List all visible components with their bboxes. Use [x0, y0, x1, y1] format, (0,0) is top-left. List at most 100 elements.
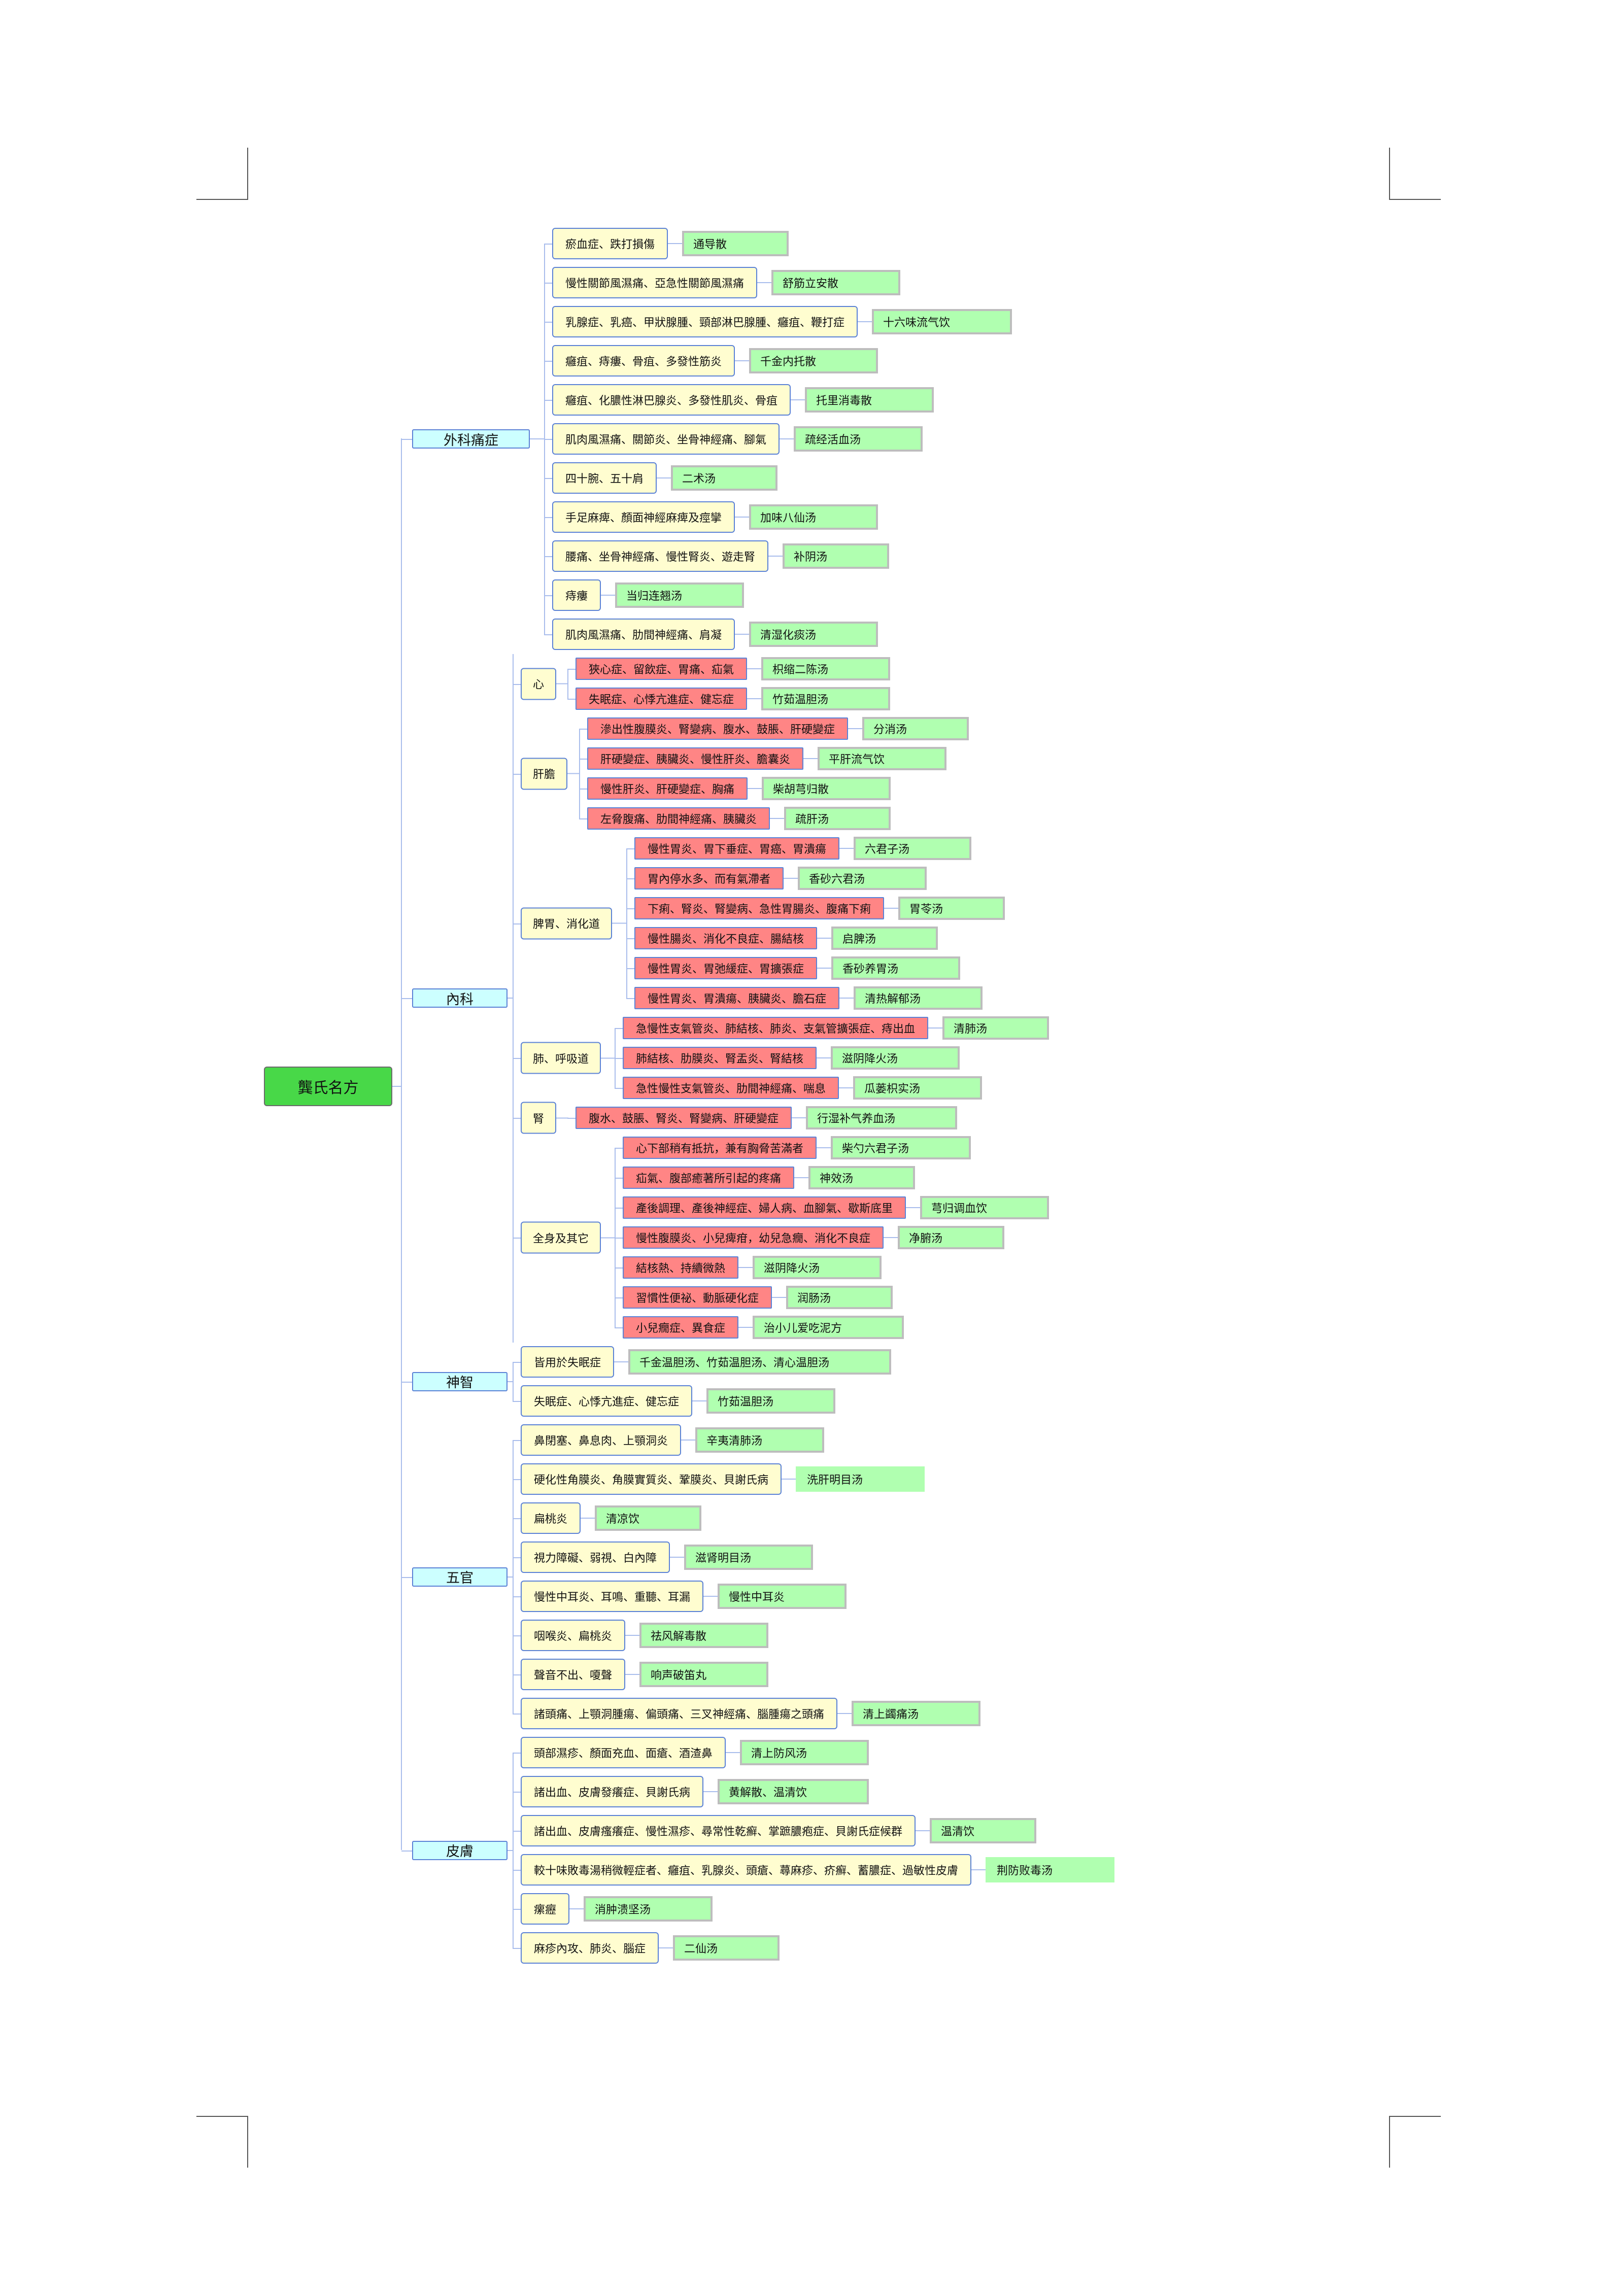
formula-node[interactable]: 清上蠲痛汤 [852, 1701, 981, 1726]
condition-node[interactable]: 產後調理、產後神經症、婦人病、血腳氣、歇斯底里 [623, 1196, 906, 1219]
formula-node[interactable]: 竹茹温胆汤 [706, 1388, 836, 1414]
condition-node[interactable]: 失眠症、心悸亢進症、健忘症 [521, 1385, 693, 1417]
formula-node[interactable]: 平肝流气饮 [818, 747, 947, 770]
formula-node[interactable]: 响声破笛丸 [639, 1662, 769, 1687]
subcategory-node[interactable]: 心 [521, 668, 557, 700]
condition-node[interactable]: 麻疹內攻、肺炎、腦症 [521, 1932, 659, 1964]
formula-node[interactable]: 十六味流气饮 [872, 309, 1012, 334]
condition-node[interactable]: 習慣性便祕、動脈硬化症 [623, 1286, 772, 1309]
formula-node[interactable]: 通导散 [682, 231, 789, 256]
condition-node[interactable]: 慢性胃炎、胃弛緩症、胃擴張症 [634, 957, 818, 979]
formula-node[interactable]: 清肺汤 [942, 1016, 1050, 1040]
formula-node[interactable]: 疏肝汤 [784, 807, 891, 830]
formula-node[interactable]: 清湿化痰汤 [749, 622, 878, 647]
condition-node[interactable]: 急性慢性支氣管炎、肋間神經痛、喘息 [623, 1077, 839, 1099]
condition-node[interactable]: 諸出血、皮膚瘙癢症、慢性濕疹、尋常性乾癬、掌蹠膿疱症、貝謝氏症候群 [521, 1815, 916, 1846]
root-topic[interactable]: 龔氏名方 [264, 1067, 392, 1106]
category-node[interactable]: 內科 [412, 988, 507, 1008]
formula-node[interactable]: 慢性中耳炎 [718, 1584, 847, 1609]
formula-node[interactable]: 滋阴降火汤 [753, 1256, 882, 1279]
formula-node[interactable]: 行湿补气养血汤 [806, 1106, 958, 1129]
formula-node[interactable]: 六君子汤 [854, 837, 972, 860]
formula-node[interactable]: 补阴汤 [783, 543, 890, 569]
formula-node[interactable]: 疏经活血汤 [794, 426, 923, 452]
formula-node[interactable]: 柴胡芎归散 [762, 777, 891, 800]
condition-node[interactable]: 痔瘻 [552, 579, 601, 611]
formula-node[interactable]: 滋阴降火汤 [831, 1046, 960, 1070]
condition-node[interactable]: 慢性腹膜炎、小兒痺疳，幼兒急癇、消化不良症 [623, 1226, 884, 1249]
formula-node[interactable]: 净腑汤 [898, 1226, 1005, 1249]
condition-node[interactable]: 諸出血、皮膚發癢症、貝謝氏病 [521, 1776, 704, 1807]
condition-node[interactable]: 腹水、鼓脹、腎炎、腎變病、肝硬變症 [576, 1107, 792, 1129]
condition-node[interactable]: 肌肉風濕痛、關節炎、坐骨神經痛、腳氣 [552, 423, 780, 455]
condition-node[interactable]: 慢性胃炎、胃潰瘍、胰臟炎、膽石症 [634, 987, 840, 1009]
condition-node[interactable]: 較十味敗毒湯稍微輕症者、癰疽、乳腺炎、頭瘡、蕁麻疹、疥癬、蓄膿症、過敏性皮膚 [521, 1854, 972, 1886]
condition-node[interactable]: 乳腺症、乳癌、甲狀腺腫、頸部淋巴腺腫、癰疽、鞭打症 [552, 306, 858, 337]
condition-node[interactable]: 小兒癇症、異食症 [623, 1316, 739, 1339]
condition-node[interactable]: 手足麻痺、顏面神經麻痺及痙攣 [552, 501, 735, 533]
formula-node[interactable]: 芎归调血饮 [920, 1196, 1050, 1219]
formula-node[interactable]: 当归连翘汤 [615, 582, 745, 608]
formula-node[interactable]: 舒筋立安散 [771, 270, 901, 295]
formula-node[interactable]: 荆防败毒汤 [986, 1857, 1115, 1882]
formula-node[interactable]: 枳缩二陈汤 [761, 657, 891, 680]
formula-node[interactable]: 温清饮 [930, 1818, 1037, 1843]
condition-node[interactable]: 慢性中耳炎、耳鳴、重聽、耳漏 [521, 1581, 704, 1612]
subcategory-node[interactable]: 全身及其它 [521, 1221, 601, 1254]
formula-node[interactable]: 托里消毒散 [805, 387, 934, 413]
condition-node[interactable]: 慢性胃炎、胃下垂症、胃癌、胃潰瘍 [634, 837, 840, 860]
condition-node[interactable]: 急慢性支氣管炎、肺結核、肺炎、支氣管擴張症、痔出血 [623, 1017, 929, 1039]
formula-node[interactable]: 辛夷清肺汤 [695, 1427, 825, 1453]
category-node[interactable]: 神智 [412, 1372, 507, 1391]
condition-node[interactable]: 左脅腹痛、肋間神經痛、胰臟炎 [587, 807, 770, 830]
condition-node[interactable]: 鼻閉塞、鼻息肉、上顎洞炎 [521, 1424, 682, 1456]
formula-node[interactable]: 黄解散、温清饮 [718, 1779, 869, 1804]
formula-node[interactable]: 千金内托散 [749, 348, 878, 373]
formula-node[interactable]: 洗肝明目汤 [796, 1466, 925, 1492]
condition-node[interactable]: 肌肉風濕痛、肋間神經痛、肩凝 [552, 619, 735, 650]
formula-node[interactable]: 千金温胆汤、竹茹温胆汤、清心温胆汤 [628, 1349, 892, 1375]
condition-node[interactable]: 肺結核、肋膜炎、腎盂炎、腎結核 [623, 1047, 817, 1069]
subcategory-node[interactable]: 肝膽 [521, 758, 568, 790]
condition-node[interactable]: 胃內停水多、而有氣滯者 [634, 867, 784, 889]
condition-node[interactable]: 諸頭痛、上顎洞腫瘍、偏頭痛、三叉神經痛、腦腫瘍之頭痛 [521, 1698, 838, 1729]
condition-node[interactable]: 硬化性角膜炎、角膜實質炎、鞏膜炎、貝謝氏病 [521, 1463, 782, 1495]
formula-node[interactable]: 胃苓汤 [898, 897, 1005, 920]
subcategory-node[interactable]: 脾胃、消化道 [521, 907, 613, 939]
condition-node[interactable]: 癰疽、痔瘻、骨疽、多發性筋炎 [552, 345, 735, 376]
formula-node[interactable]: 清上防风汤 [740, 1740, 869, 1765]
formula-node[interactable]: 香砂养胃汤 [831, 956, 961, 980]
condition-node[interactable]: 狹心症、留飲症、胃痛、疝氣 [576, 658, 748, 680]
condition-node[interactable]: 腰痛、坐骨神經痛、慢性腎炎、遊走腎 [552, 540, 769, 572]
condition-node[interactable]: 下痢、腎炎、腎變病、急性胃腸炎、腹痛下痢 [634, 897, 885, 919]
condition-node[interactable]: 頭部濕疹、顏面充血、面瘡、酒渣鼻 [521, 1737, 726, 1768]
category-node[interactable]: 皮膚 [412, 1840, 507, 1860]
condition-node[interactable]: 慢性腸炎、消化不良症、腸結核 [634, 927, 818, 949]
condition-node[interactable]: 瘀血症、跌打損傷 [552, 228, 668, 259]
formula-node[interactable]: 清热解郁汤 [854, 986, 983, 1010]
formula-node[interactable]: 瓜蒌枳实汤 [853, 1076, 983, 1100]
condition-node[interactable]: 失眠症、心悸亢進症、健忘症 [576, 688, 748, 710]
formula-node[interactable]: 神效汤 [808, 1166, 916, 1189]
condition-node[interactable]: 四十腕、五十肩 [552, 462, 657, 494]
condition-node[interactable]: 咽喉炎、扁桃炎 [521, 1620, 626, 1651]
condition-node[interactable]: 癰疽、化膿性淋巴腺炎、多發性肌炎、骨疽 [552, 384, 791, 416]
formula-node[interactable]: 消肿溃坚汤 [584, 1896, 713, 1922]
formula-node[interactable]: 治小儿爱吃泥方 [753, 1316, 904, 1339]
condition-node[interactable]: 心下部稍有抵抗，兼有胸脅苦滿者 [623, 1137, 817, 1159]
formula-node[interactable]: 清凉饮 [595, 1505, 702, 1531]
formula-node[interactable]: 加味八仙汤 [749, 504, 878, 530]
condition-node[interactable]: 視力障礙、弱視、白內障 [521, 1541, 670, 1573]
formula-node[interactable]: 启脾汤 [831, 927, 938, 950]
condition-node[interactable]: 結核熱、持續微熱 [623, 1256, 739, 1279]
formula-node[interactable]: 竹茹温胆汤 [761, 687, 891, 710]
condition-node[interactable]: 皆用於失眠症 [521, 1346, 615, 1378]
formula-node[interactable]: 二术汤 [671, 465, 778, 491]
formula-node[interactable]: 润肠汤 [786, 1286, 893, 1309]
condition-node[interactable]: 聲音不出、嗄聲 [521, 1659, 626, 1690]
condition-node[interactable]: 疝氣、腹部癒著所引起的疼痛 [623, 1167, 795, 1189]
condition-node[interactable]: 扁桃炎 [521, 1502, 581, 1534]
formula-node[interactable]: 二仙汤 [673, 1935, 780, 1961]
formula-node[interactable]: 香砂六君汤 [798, 867, 927, 890]
formula-node[interactable]: 分消汤 [862, 717, 969, 740]
